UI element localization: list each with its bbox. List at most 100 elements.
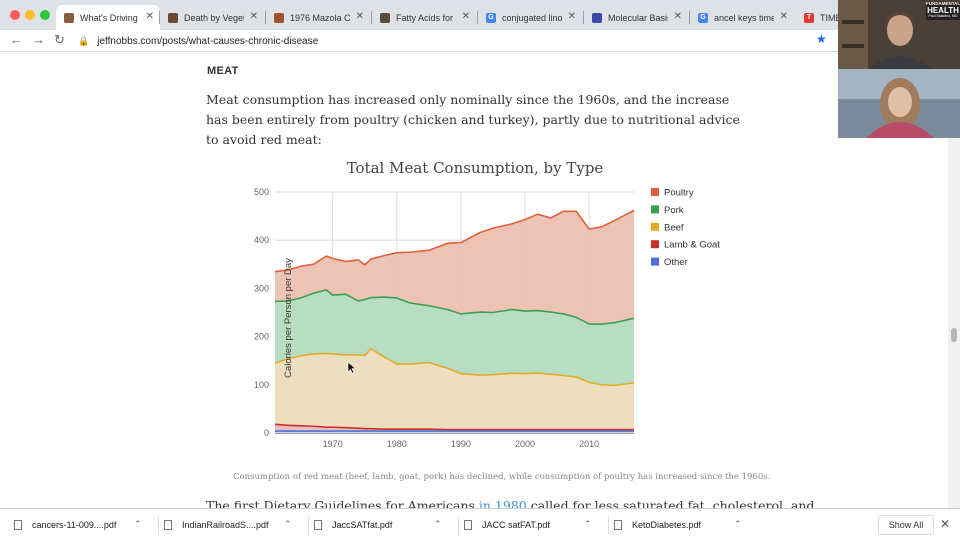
lock-icon: 🔒 bbox=[78, 36, 90, 46]
download-item[interactable]: cancers-11-009....pdf ⌃ bbox=[14, 509, 154, 541]
browser-tab[interactable]: What's Driving C ✕ bbox=[56, 5, 160, 30]
forward-arrow-icon[interactable]: → bbox=[32, 32, 45, 47]
meat-consumption-chart: 0 100 200 300 400 500 1970 1980 1990 2000 2010 Pou… bbox=[254, 159, 720, 449]
back-arrow-icon[interactable]: ← bbox=[10, 32, 23, 47]
browser-tab[interactable]: Fatty Acids for B ✕ bbox=[372, 5, 476, 30]
scrollbar-thumb[interactable] bbox=[951, 328, 957, 342]
tab-title: conjugated linol bbox=[502, 12, 562, 23]
download-filename: IndianRailroadS....pdf bbox=[182, 520, 269, 530]
chevron-up-icon[interactable]: ⌃ bbox=[284, 519, 292, 529]
chart-legend-swatch bbox=[651, 188, 659, 196]
chart-area-beef bbox=[275, 348, 634, 430]
book-favicon-icon bbox=[380, 12, 390, 23]
download-item[interactable]: KetoDiabetes.pdf ⌃ bbox=[614, 509, 754, 541]
close-window-button[interactable] bbox=[10, 10, 20, 20]
tab-separator bbox=[265, 11, 266, 24]
pdf-file-icon bbox=[614, 520, 622, 530]
tab-separator bbox=[583, 11, 584, 24]
close-tab-icon[interactable]: ✕ bbox=[249, 11, 258, 22]
time-favicon-icon: T bbox=[804, 12, 814, 23]
download-item[interactable]: JaccSATfat.pdf ⌃ bbox=[314, 509, 454, 541]
guidelines-link[interactable]: in 1980 bbox=[478, 498, 527, 508]
chart-legend-swatch bbox=[651, 240, 659, 249]
chart-y-tick-label: 400 bbox=[254, 235, 269, 245]
tab-title: Death by Vegeta bbox=[184, 12, 244, 23]
chart-x-tick-label: 2010 bbox=[579, 439, 599, 449]
close-tab-icon[interactable]: ✕ bbox=[673, 11, 682, 22]
url-text: jeffnobbs.com/posts/what-causes-chronic-… bbox=[97, 36, 319, 47]
chart-legend-label: Poultry bbox=[664, 188, 694, 199]
downloads-shelf: cancers-11-009....pdf ⌃ IndianRailroadS...… bbox=[0, 508, 960, 540]
chart-line-beef bbox=[274, 347, 635, 387]
download-separator bbox=[608, 516, 609, 534]
show-all-downloads-button[interactable]: Show All bbox=[878, 515, 934, 535]
article-paragraph: Meat consumption has increased only nomi… bbox=[206, 92, 740, 147]
download-item[interactable]: IndianRailroadS....pdf ⌃ bbox=[164, 509, 304, 541]
download-filename: JACC satFAT.pdf bbox=[482, 520, 550, 530]
chart-line-pork bbox=[274, 288, 635, 325]
chart-legend-label: Beef bbox=[664, 222, 684, 233]
chart-y-tick-label: 300 bbox=[254, 283, 269, 293]
chart-legend-label: Other bbox=[664, 257, 688, 268]
close-downloads-icon[interactable]: ✕ bbox=[940, 517, 951, 531]
browser-tab[interactable]: Molecular Basis ✕ bbox=[584, 5, 688, 30]
close-tab-icon[interactable]: ✕ bbox=[567, 11, 576, 22]
tab-title: Molecular Basis bbox=[608, 12, 668, 23]
google-favicon-icon: G bbox=[486, 12, 496, 23]
pdf-file-icon bbox=[314, 520, 322, 530]
chart-title: Total Meat Consumption, by Type bbox=[347, 159, 604, 177]
chart-area-poultry bbox=[275, 210, 634, 325]
chevron-up-icon[interactable]: ⌃ bbox=[434, 519, 442, 529]
chart-legend-swatch bbox=[651, 257, 659, 266]
tab-title: 1976 Mazola Co bbox=[290, 12, 350, 23]
chevron-up-icon[interactable]: ⌃ bbox=[134, 519, 142, 529]
download-item[interactable]: JACC satFAT.pdf ⌃ bbox=[464, 509, 604, 541]
chart-y-tick-label: 0 bbox=[264, 428, 269, 438]
chart-y-axis-label: Calories per Person per Day bbox=[283, 258, 294, 378]
page-content: MEAT Meat consumption has increased only… bbox=[0, 52, 948, 508]
webcam-overlay: FUNDAMENTAL HEALTH Paul Saladino, MD bbox=[838, 0, 960, 138]
close-tab-icon[interactable]: ✕ bbox=[355, 11, 364, 22]
tab-separator bbox=[371, 11, 372, 24]
chevron-up-icon[interactable]: ⌃ bbox=[734, 519, 742, 529]
chart-y-tick-label: 100 bbox=[254, 380, 269, 390]
chart-x-tick-label: 1970 bbox=[323, 439, 343, 449]
download-separator bbox=[308, 516, 309, 534]
webcam-video bbox=[838, 0, 960, 138]
address-bar[interactable]: 🔒 jeffnobbs.com/posts/what-causes-chroni… bbox=[78, 33, 834, 50]
chart-line-poultry bbox=[274, 209, 635, 273]
download-filename: cancers-11-009....pdf bbox=[32, 520, 117, 530]
chevron-up-icon[interactable]: ⌃ bbox=[584, 519, 592, 529]
chart-y-tick-label: 500 bbox=[254, 187, 269, 197]
chart-area-pork bbox=[275, 289, 634, 386]
browser-tab[interactable]: Death by Vegeta ✕ bbox=[160, 5, 264, 30]
chart-x-tick-label: 1990 bbox=[451, 439, 471, 449]
tab-title: ancel keys time bbox=[714, 12, 774, 23]
bookmark-star-icon[interactable]: ★ bbox=[816, 32, 827, 46]
chart-x-tick-label: 2000 bbox=[515, 439, 535, 449]
pdf-file-icon bbox=[164, 520, 172, 530]
minimize-window-button[interactable] bbox=[25, 10, 35, 20]
chart-line-lamb-goat bbox=[274, 423, 634, 431]
close-tab-icon[interactable]: ✕ bbox=[145, 11, 154, 22]
pdf-file-icon bbox=[14, 520, 22, 530]
browser-tab[interactable]: 1976 Mazola Co ✕ bbox=[266, 5, 370, 30]
download-separator bbox=[158, 516, 159, 534]
tab-separator bbox=[689, 11, 690, 24]
tab-title: What's Driving C bbox=[80, 12, 140, 23]
tab-separator bbox=[477, 11, 478, 24]
webcam-brand: FUNDAMENTAL HEALTH Paul Saladino, MD bbox=[926, 1, 960, 18]
download-separator bbox=[458, 516, 459, 534]
browser-tab[interactable]: T TIME bbox=[796, 5, 838, 30]
portrait-favicon-icon bbox=[168, 12, 178, 23]
close-tab-icon[interactable]: ✕ bbox=[779, 11, 788, 22]
next-paragraph: The first Dietary Guidelines for America… bbox=[206, 498, 814, 508]
page-scrollbar[interactable] bbox=[948, 52, 960, 508]
browser-toolbar: ← → ↻ 🔒 jeffnobbs.com/posts/what-causes-… bbox=[0, 30, 960, 52]
maximize-window-button[interactable] bbox=[40, 10, 50, 20]
portrait-favicon-icon bbox=[64, 12, 74, 23]
close-tab-icon[interactable]: ✕ bbox=[461, 11, 470, 22]
reload-icon[interactable]: ↻ bbox=[54, 32, 65, 47]
